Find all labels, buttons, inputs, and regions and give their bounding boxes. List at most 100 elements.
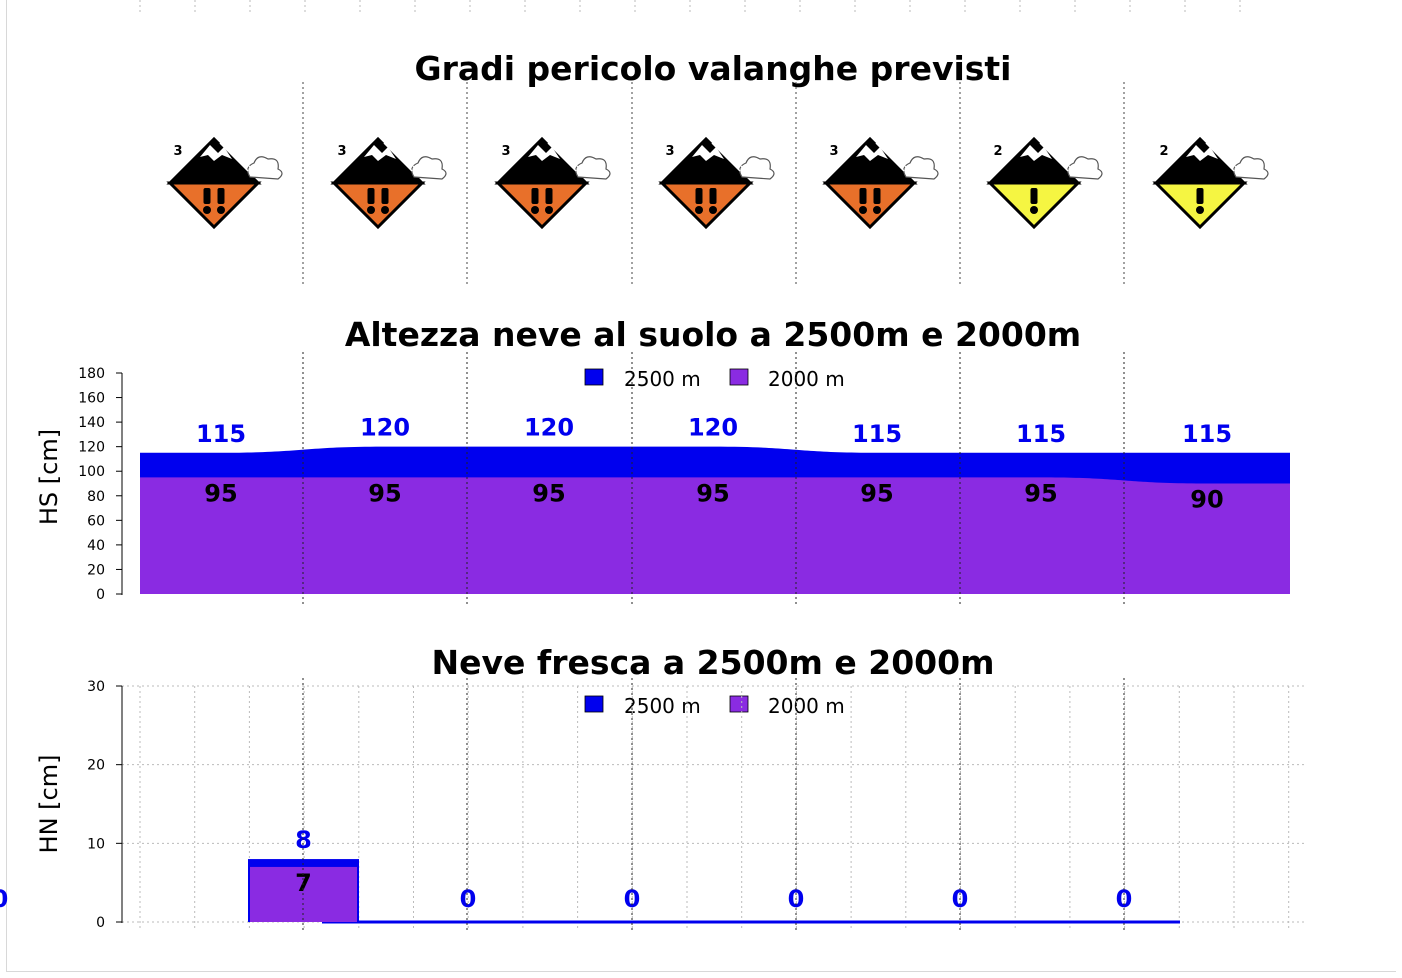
- data-label-2500m: 120: [524, 414, 574, 442]
- y-tick-label: 20: [87, 758, 105, 774]
- cloud-shape: [575, 156, 611, 180]
- snow-cap: [528, 145, 560, 161]
- legend-swatch-2000: [729, 695, 749, 713]
- exclamation-dot: [709, 206, 717, 214]
- legend-swatch-2500: [584, 695, 604, 713]
- snow-cap: [692, 145, 724, 161]
- ridge-line: [1209, 140, 1241, 172]
- exclamation-bar: [695, 188, 703, 204]
- data-label-2000m: 95: [696, 479, 729, 507]
- exclamation-dot: [203, 206, 211, 214]
- fresh-snow-plot: 010203087000000: [0, 678, 1305, 932]
- cloud-shape: [1233, 156, 1269, 180]
- y-tick-label: 140: [78, 415, 105, 431]
- cloud-shape: [739, 156, 775, 180]
- data-label-2000m: 95: [204, 479, 237, 507]
- exclamation-bar: [873, 188, 881, 204]
- exclamation-bar: [203, 188, 211, 204]
- ridge-line: [223, 140, 255, 172]
- ridge-line: [1039, 142, 1069, 172]
- exclamation-dot: [545, 206, 553, 214]
- danger-level-number: 2: [993, 144, 1002, 159]
- exclamation-bar: [531, 188, 539, 204]
- y-tick-label: 100: [78, 464, 105, 480]
- exclamation-dot: [1030, 206, 1038, 214]
- data-label-2500m: 115: [196, 420, 246, 448]
- ridge-line: [387, 140, 419, 172]
- y-tick-label: 0: [96, 915, 105, 931]
- cloud-shape: [1067, 156, 1103, 180]
- fresh-snow-title: Neve fresca a 2500m e 2000m: [432, 643, 995, 682]
- avalanche-danger-3-icon: 3: [330, 136, 447, 230]
- snow-cap: [1020, 145, 1052, 161]
- data-label-2000m: 95: [1024, 479, 1057, 507]
- legend-swatch-2500: [584, 368, 604, 386]
- exclamation-bar: [1196, 188, 1204, 204]
- ridge-line: [551, 140, 583, 172]
- avalanche-danger-3-icon: 3: [494, 136, 611, 230]
- y-tick-label: 160: [78, 391, 105, 407]
- danger-icons: 3 3 3 3 3 2 2: [166, 136, 1269, 230]
- legend-label-2000: 2000 m: [768, 694, 845, 718]
- exclamation-bar: [217, 188, 225, 204]
- ridge-line: [875, 142, 905, 172]
- exclamation-dot: [531, 206, 539, 214]
- snow-cap: [1186, 145, 1218, 161]
- ridge-line: [547, 142, 577, 172]
- data-label-2000m: 95: [860, 479, 893, 507]
- snow-depth-plot: 0 20 40 60 80 100 120 140 160 180 115 120 120 120 115 1…: [78, 352, 1290, 604]
- exclamation-dot: [695, 206, 703, 214]
- exclamation-dot: [873, 206, 881, 214]
- exclamation-bar: [381, 188, 389, 204]
- data-label-2500m: 115: [1182, 420, 1232, 448]
- exclamation-dot: [381, 206, 389, 214]
- y-tick-label: 30: [87, 679, 105, 695]
- danger-diamond-lower: [658, 181, 754, 230]
- data-label-2000m: 95: [368, 479, 401, 507]
- data-label-2500m: 0: [460, 885, 477, 913]
- avalanche-danger-3-icon: 3: [822, 136, 939, 230]
- y-tick-label: 80: [87, 489, 105, 505]
- avalanche-danger-2-icon: 2: [986, 136, 1103, 230]
- ridge-line: [219, 142, 249, 172]
- danger-panel-title: Gradi pericolo valanghe previsti: [414, 49, 1011, 88]
- exclamation-bar: [545, 188, 553, 204]
- exclamation-bar: [1030, 188, 1038, 204]
- snow-depth-legend: 2500 m 2000 m: [584, 367, 845, 391]
- fresh-snow-ylabel: HN [cm]: [35, 755, 63, 854]
- data-label-2500m: 120: [360, 414, 410, 442]
- snow-cap: [200, 145, 232, 161]
- fresh-snow-panel: Neve fresca a 2500m e 2000m 2500 m 2000 …: [0, 643, 1305, 932]
- danger-diamond-lower: [330, 181, 426, 230]
- data-label-2000m: 7: [295, 869, 312, 897]
- data-label-2500m: 120: [688, 414, 738, 442]
- avalanche-danger-3-icon: 3: [658, 136, 775, 230]
- snow-depth-panel: Altezza neve al suolo a 2500m e 2000m 25…: [35, 315, 1290, 604]
- y-tick-label: 180: [78, 366, 105, 382]
- y-tick-label: 40: [87, 538, 105, 554]
- legend-label-2500: 2500 m: [624, 367, 701, 391]
- cloud-shape: [247, 156, 283, 180]
- snow-cap: [856, 145, 888, 161]
- exclamation-dot: [859, 206, 867, 214]
- avalanche-danger-2-icon: 2: [1152, 136, 1269, 230]
- cloud-shape: [903, 156, 939, 180]
- danger-level-number: 3: [173, 144, 182, 159]
- snow-depth-title: Altezza neve al suolo a 2500m e 2000m: [345, 315, 1081, 354]
- danger-level-number: 3: [829, 144, 838, 159]
- exclamation-dot: [1196, 206, 1204, 214]
- ridge-line: [1205, 142, 1235, 172]
- y-tick-label: 10: [87, 836, 105, 852]
- cloud-shape: [411, 156, 447, 180]
- y-tick-label: 20: [87, 562, 105, 578]
- avalanche-danger-3-icon: 3: [166, 136, 283, 230]
- ridge-line: [1043, 140, 1075, 172]
- y-tick-label: 0: [96, 587, 105, 603]
- exclamation-dot: [367, 206, 375, 214]
- danger-level-panel: Gradi pericolo valanghe previsti 3 3 3 3 3 2 2: [139, 0, 1269, 285]
- data-label-2500m: 115: [852, 420, 902, 448]
- data-label-2500m: 8: [295, 826, 312, 854]
- danger-level-number: 3: [501, 144, 510, 159]
- y-tick-label: 60: [87, 513, 105, 529]
